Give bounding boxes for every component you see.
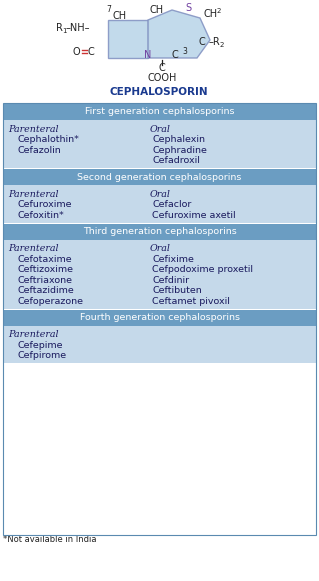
Text: COOH: COOH — [147, 73, 177, 83]
Text: Cefotaxime: Cefotaxime — [17, 254, 72, 264]
Text: CH: CH — [150, 5, 164, 15]
Text: Parenteral: Parenteral — [8, 190, 58, 199]
Text: CEPHALOSPORIN: CEPHALOSPORIN — [110, 87, 208, 97]
Text: N: N — [144, 50, 152, 60]
Bar — [3, 239, 316, 309]
Bar — [3, 103, 316, 535]
Text: Cefaclor: Cefaclor — [152, 200, 191, 209]
Text: S: S — [185, 3, 191, 13]
Text: –R: –R — [209, 37, 221, 47]
Text: 2: 2 — [220, 42, 224, 48]
Bar — [3, 185, 316, 223]
Text: 2: 2 — [217, 8, 221, 14]
Text: Parenteral: Parenteral — [8, 330, 58, 339]
Text: –NH–: –NH– — [66, 23, 91, 33]
Text: Oral: Oral — [150, 190, 171, 199]
Text: Oral: Oral — [150, 125, 171, 134]
Text: Ceftriaxone: Ceftriaxone — [17, 276, 72, 285]
Text: C: C — [199, 37, 205, 47]
Text: Cefoperazone: Cefoperazone — [17, 297, 83, 306]
Bar — [3, 310, 316, 325]
Bar — [3, 325, 316, 363]
Text: Cefazolin: Cefazolin — [17, 146, 61, 155]
Text: Cefdinir: Cefdinir — [152, 276, 189, 285]
Text: R: R — [56, 23, 63, 33]
Text: 7: 7 — [107, 5, 111, 15]
Bar — [3, 224, 316, 239]
Text: C: C — [172, 50, 178, 60]
Text: Cefixime: Cefixime — [152, 254, 194, 264]
Text: CH: CH — [204, 9, 218, 19]
Text: CH: CH — [113, 11, 127, 21]
Text: Cefuroxime: Cefuroxime — [17, 200, 71, 209]
Text: Fourth generation cephalosporins: Fourth generation cephalosporins — [79, 313, 240, 322]
Text: Third generation cephalosporins: Third generation cephalosporins — [83, 227, 236, 236]
Text: 3: 3 — [182, 46, 188, 56]
Text: Parenteral: Parenteral — [8, 125, 58, 134]
Text: Cefpirome: Cefpirome — [17, 352, 66, 360]
Text: Ceftizoxime: Ceftizoxime — [17, 266, 73, 274]
Text: Cephalexin: Cephalexin — [152, 135, 205, 144]
Text: C: C — [88, 47, 94, 57]
Polygon shape — [108, 20, 148, 58]
Text: Parenteral: Parenteral — [8, 244, 58, 253]
Polygon shape — [148, 10, 210, 58]
Text: Cephalothin*: Cephalothin* — [17, 135, 79, 144]
Text: O: O — [72, 47, 80, 57]
Text: Cefadroxil: Cefadroxil — [152, 156, 200, 165]
Text: Cefoxitin*: Cefoxitin* — [17, 211, 64, 220]
Text: Second generation cephalosporins: Second generation cephalosporins — [77, 173, 242, 181]
Text: C: C — [159, 63, 165, 73]
Text: *Not available in India: *Not available in India — [3, 536, 97, 544]
Text: 1: 1 — [62, 28, 66, 34]
Text: Ceftibuten: Ceftibuten — [152, 286, 202, 295]
Text: Cephradine: Cephradine — [152, 146, 207, 155]
Text: Ceftazidime: Ceftazidime — [17, 286, 74, 295]
Bar — [3, 120, 316, 168]
Text: Oral: Oral — [150, 244, 171, 253]
Text: First generation cephalosporins: First generation cephalosporins — [85, 107, 234, 117]
Bar — [3, 104, 316, 120]
Text: Cefuroxime axetil: Cefuroxime axetil — [152, 211, 236, 220]
Text: Ceftamet pivoxil: Ceftamet pivoxil — [152, 297, 230, 306]
Text: Cefepime: Cefepime — [17, 340, 63, 350]
Bar — [3, 169, 316, 185]
Text: Cefpodoxime proxetil: Cefpodoxime proxetil — [152, 266, 253, 274]
